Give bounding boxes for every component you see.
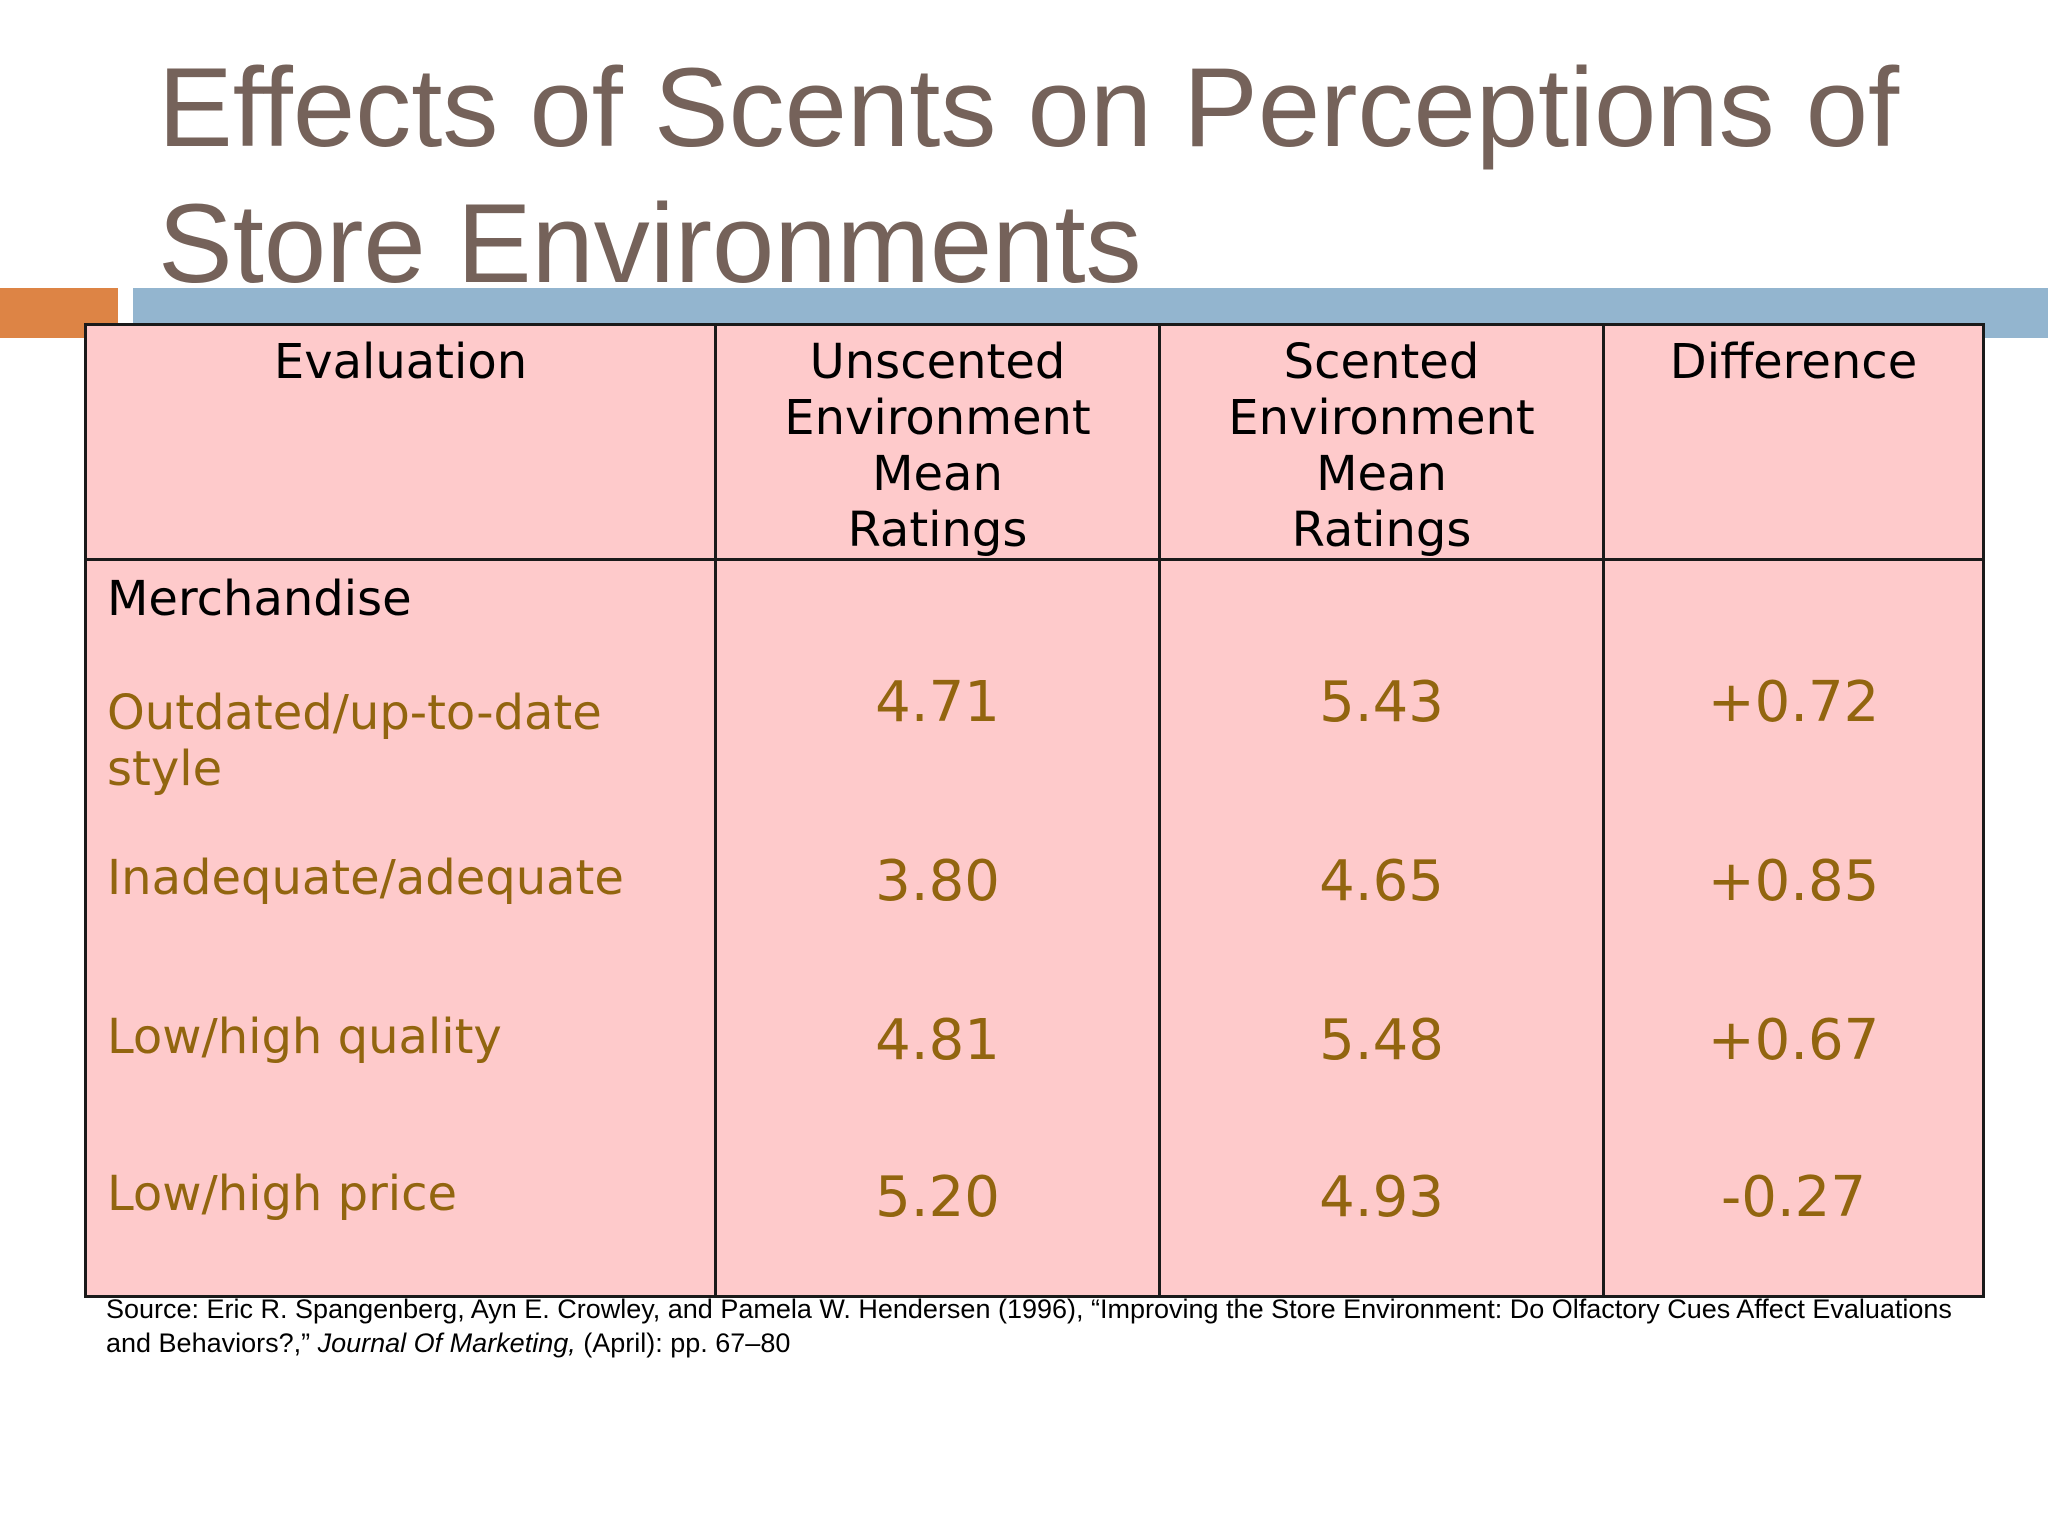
- unscented-value: 3.80: [714, 850, 1161, 1009]
- unscented-value: 4.81: [714, 1009, 1161, 1166]
- unscented-value: 4.71: [714, 671, 1161, 850]
- section-label: Merchandise: [84, 559, 717, 671]
- section-empty-cell: [1602, 559, 1985, 671]
- source-prefix: Source: Eric R. Spangenberg, Ayn E. Crow…: [106, 1294, 1952, 1358]
- section-row: Merchandise: [84, 559, 1985, 671]
- scented-value: 5.48: [1158, 1009, 1605, 1166]
- section-empty-cell: [714, 559, 1161, 671]
- header-unscented: Unscented Environment Mean Ratings: [714, 323, 1161, 561]
- section-empty-cell: [1158, 559, 1605, 671]
- source-citation: Source: Eric R. Spangenberg, Ayn E. Crow…: [106, 1292, 1986, 1360]
- table-row: Outdated/up-to-date style 4.71 5.43 +0.7…: [84, 671, 1985, 850]
- difference-value: +0.72: [1602, 671, 1985, 850]
- difference-value: -0.27: [1602, 1166, 1985, 1298]
- header-difference: Difference: [1602, 323, 1985, 561]
- scented-value: 5.43: [1158, 671, 1605, 850]
- scented-value: 4.93: [1158, 1166, 1605, 1298]
- difference-value: +0.85: [1602, 850, 1985, 1009]
- row-label: Outdated/up-to-date style: [84, 671, 717, 850]
- row-label: Low/high quality: [84, 1009, 717, 1166]
- ratings-table: Evaluation Unscented Environment Mean Ra…: [84, 323, 1985, 1298]
- header-scented: Scented Environment Mean Ratings: [1158, 323, 1605, 561]
- table-row: Low/high price 5.20 4.93 -0.27: [84, 1166, 1985, 1298]
- table-row: Inadequate/adequate 3.80 4.65 +0.85: [84, 850, 1985, 1009]
- unscented-value: 5.20: [714, 1166, 1161, 1298]
- header-scented-text: Scented Environment Mean Ratings: [1228, 334, 1535, 558]
- scented-value: 4.65: [1158, 850, 1605, 1009]
- source-suffix: (April): pp. 67–80: [575, 1328, 791, 1358]
- header-unscented-text: Unscented Environment Mean Ratings: [784, 334, 1091, 558]
- table-header-row: Evaluation Unscented Environment Mean Ra…: [84, 323, 1985, 561]
- header-evaluation: Evaluation: [84, 323, 717, 561]
- slide-title: Effects of Scents on Perceptions of Stor…: [158, 45, 1900, 306]
- table-row: Low/high quality 4.81 5.48 +0.67: [84, 1009, 1985, 1166]
- source-journal: Journal Of Marketing,: [317, 1328, 576, 1358]
- row-label: Low/high price: [84, 1166, 717, 1298]
- row-label: Inadequate/adequate: [84, 850, 717, 1009]
- difference-value: +0.67: [1602, 1009, 1985, 1166]
